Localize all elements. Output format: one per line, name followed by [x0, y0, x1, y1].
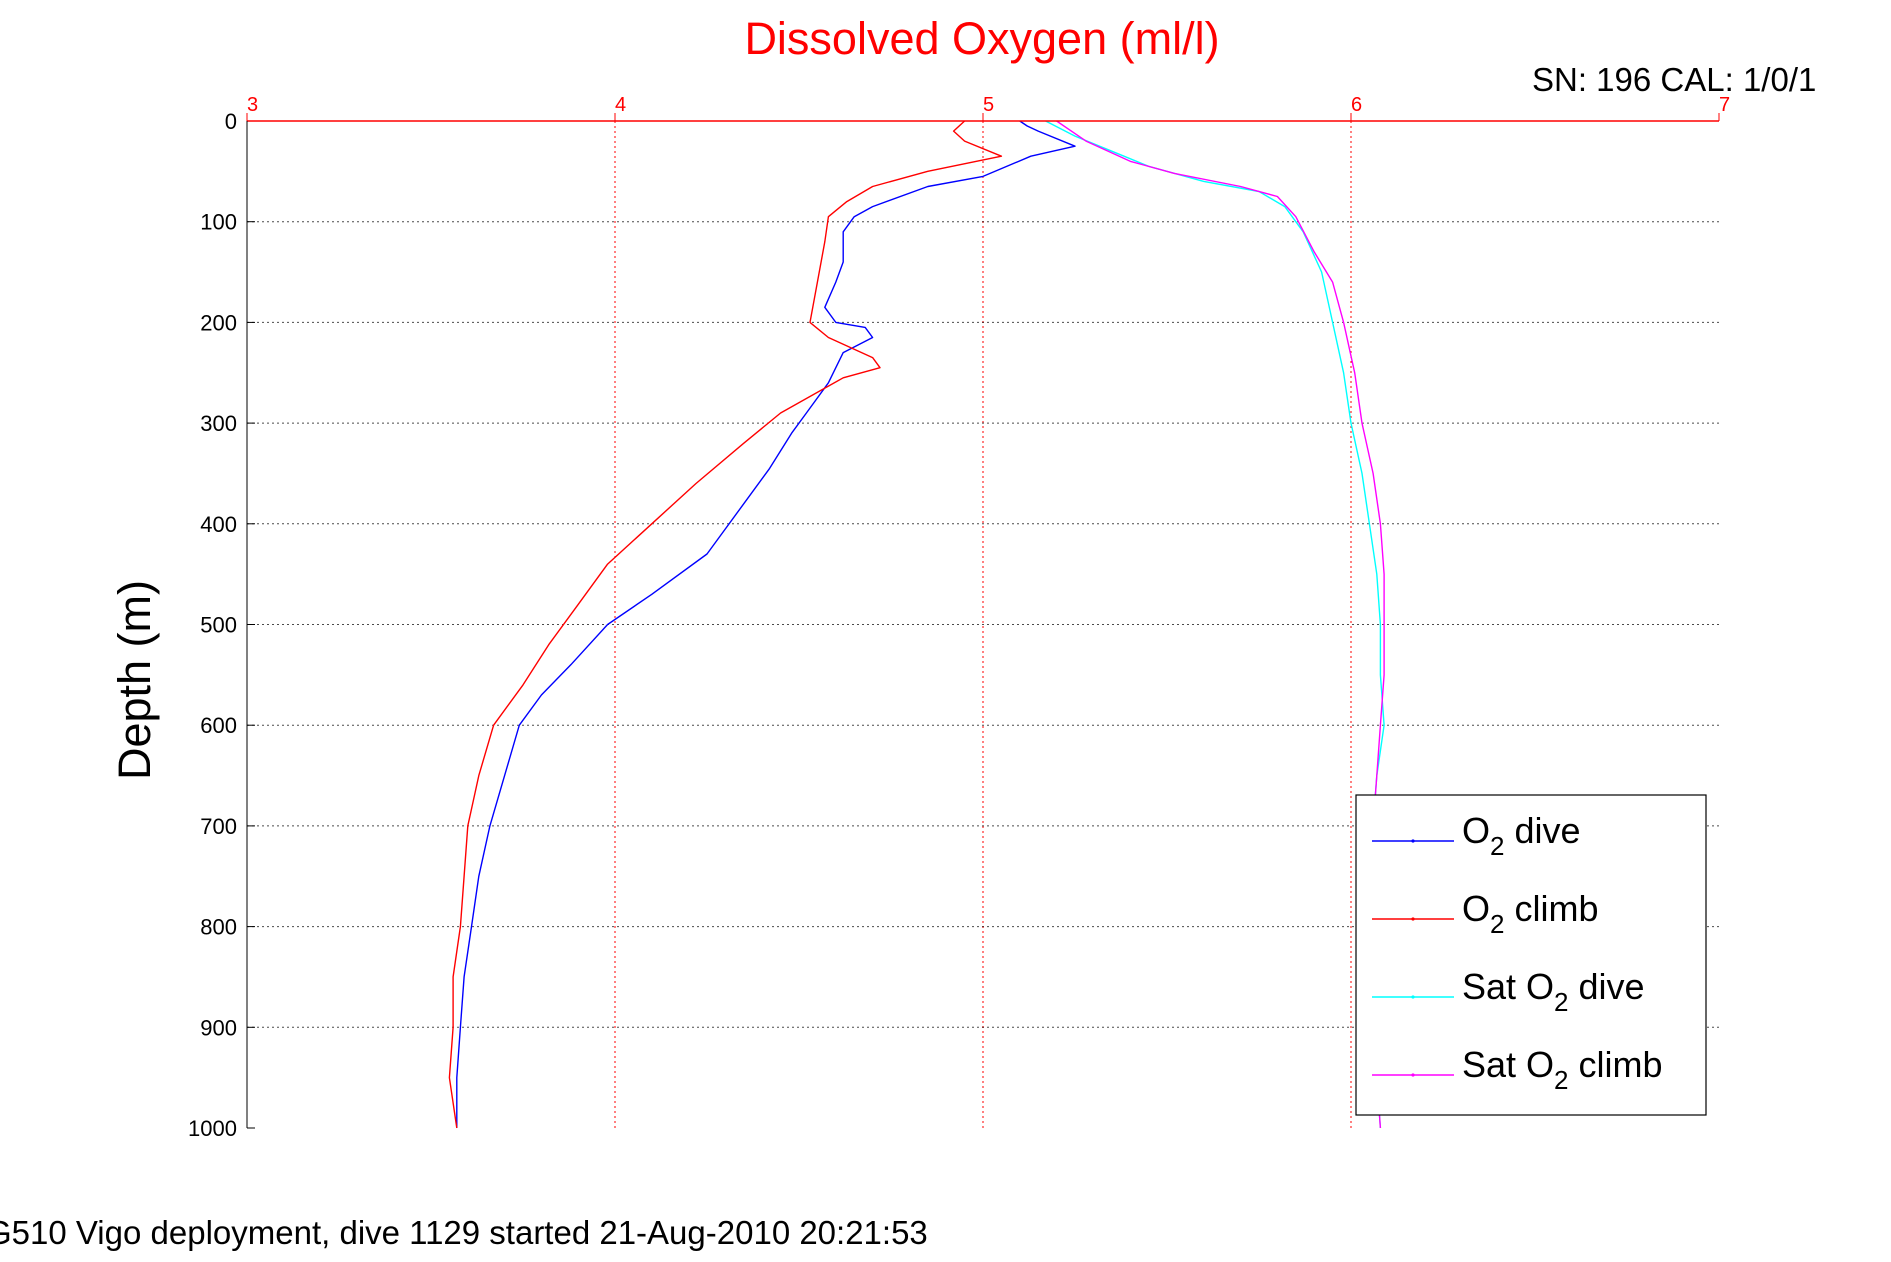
x-tick-label: 7	[1719, 94, 1730, 116]
x-tick-label: 6	[1351, 94, 1362, 116]
y-tick-label: 200	[200, 310, 237, 335]
y-tick-label: 700	[200, 814, 237, 839]
y-tick-label: 900	[200, 1015, 237, 1040]
legend-swatch-marker	[1411, 917, 1415, 921]
x-tick-label: 3	[247, 94, 258, 116]
legend-entry-label: O2 dive	[1462, 810, 1581, 861]
series-line-sat-o2-climb	[1056, 120, 1385, 1129]
y-tick-label: 1000	[188, 1116, 237, 1141]
legend-entry-label: Sat O2 climb	[1462, 1044, 1663, 1095]
y-tick-label: 300	[200, 411, 237, 436]
serial-calibration-label: SN: 196 CAL: 1/0/1	[1532, 61, 1816, 98]
y-tick-label: 600	[200, 713, 237, 738]
y-tick-label: 400	[200, 512, 237, 537]
y-tick-label: 100	[200, 210, 237, 235]
x-tick-label: 5	[983, 94, 994, 116]
legend-entry-label: O2 climb	[1462, 888, 1599, 939]
legend-swatch-marker	[1411, 839, 1415, 843]
legend-swatch-marker	[1411, 995, 1415, 999]
legend: O2 dive O2 climb Sat O2 dive Sat O2 climb	[1355, 794, 1707, 1116]
dive-caption: G510 Vigo deployment, dive 1129 started …	[0, 1214, 928, 1251]
series-line-o2-climb	[448, 120, 1003, 1129]
chart-title: Dissolved Oxygen (ml/l)	[744, 13, 1219, 64]
series-line-o2-dive	[456, 120, 1076, 1128]
x-tick-label: 4	[615, 94, 626, 116]
legend-swatch-marker	[1411, 1073, 1415, 1077]
legend-entry-label: Sat O2 dive	[1462, 966, 1645, 1017]
legend-box	[1355, 794, 1707, 1116]
y-axis-label: Depth (m)	[109, 580, 160, 780]
y-tick-label: 800	[200, 915, 237, 940]
y-tick-label: 0	[225, 109, 237, 134]
grid	[247, 121, 1719, 1128]
y-tick-label: 500	[200, 613, 237, 638]
axes: 3 4 5 6 7 0 100 200 300 400 500 600 700 800 900 1000	[188, 94, 1730, 1141]
